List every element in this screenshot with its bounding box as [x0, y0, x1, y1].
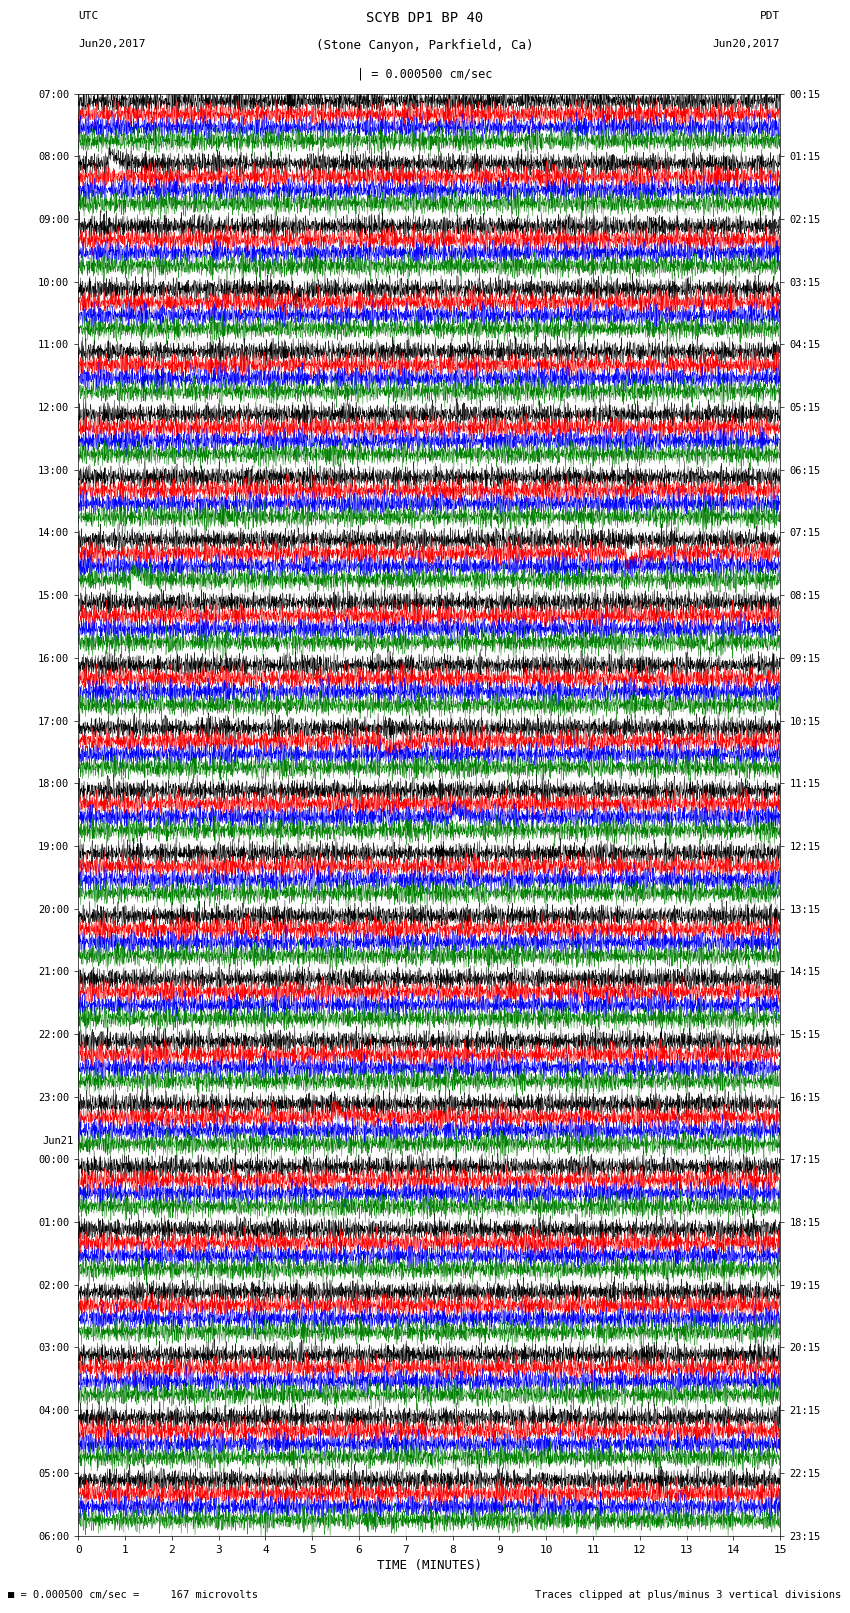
Text: ■ = 0.000500 cm/sec =     167 microvolts: ■ = 0.000500 cm/sec = 167 microvolts — [8, 1590, 258, 1600]
Text: SCYB DP1 BP 40: SCYB DP1 BP 40 — [366, 11, 484, 26]
Text: UTC: UTC — [78, 11, 99, 21]
Text: Jun20,2017: Jun20,2017 — [78, 39, 145, 50]
Text: Traces clipped at plus/minus 3 vertical divisions: Traces clipped at plus/minus 3 vertical … — [536, 1590, 842, 1600]
Text: Jun21: Jun21 — [42, 1137, 74, 1147]
Text: (Stone Canyon, Parkfield, Ca): (Stone Canyon, Parkfield, Ca) — [316, 39, 534, 52]
X-axis label: TIME (MINUTES): TIME (MINUTES) — [377, 1558, 482, 1571]
Text: PDT: PDT — [760, 11, 780, 21]
Text: Jun20,2017: Jun20,2017 — [713, 39, 780, 50]
Text: | = 0.000500 cm/sec: | = 0.000500 cm/sec — [357, 68, 493, 81]
